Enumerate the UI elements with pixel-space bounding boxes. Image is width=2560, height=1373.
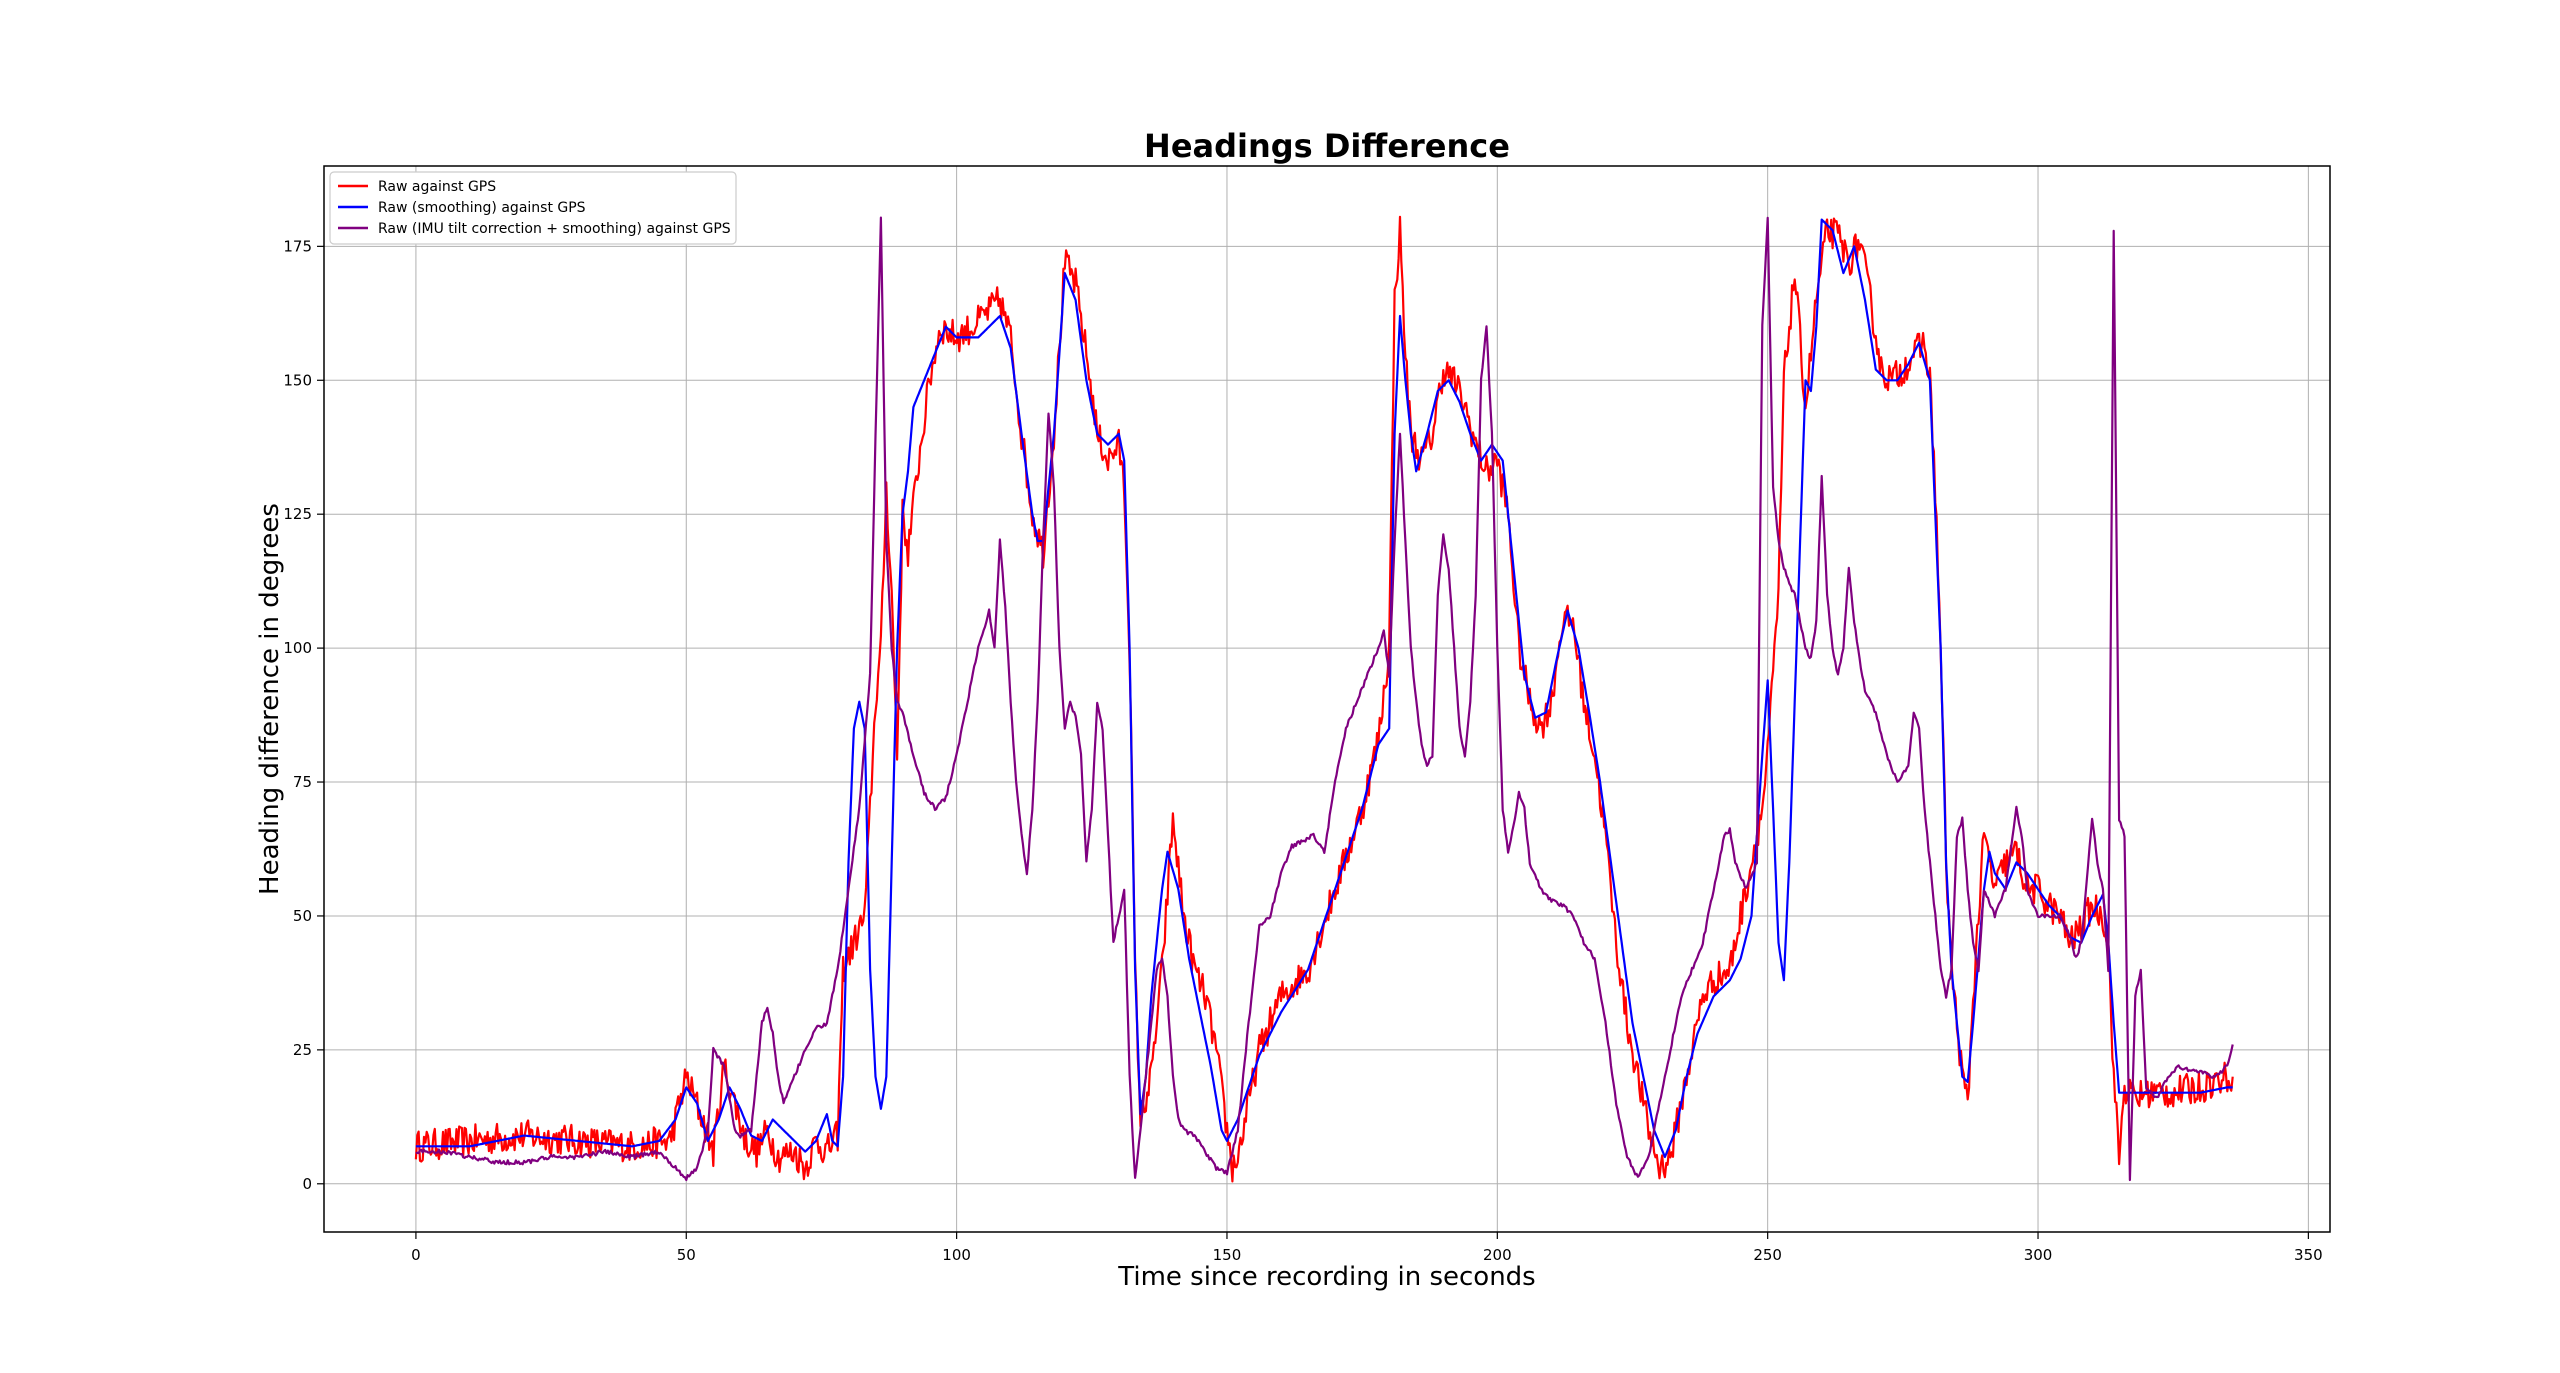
x-axis-label: Time since recording in seconds [1117,1262,1535,1292]
y-tick-label: 75 [293,773,312,791]
series-line-2 [415,218,2233,1159]
x-tick-label: 0 [411,1246,421,1264]
x-tick-label: 300 [2024,1246,2053,1264]
y-tick-label: 100 [283,639,312,657]
legend-label: Raw (IMU tilt correction + smoothing) ag… [378,221,731,237]
x-tick-label: 50 [677,1246,696,1264]
chart-title: Headings Difference [1144,127,1510,165]
y-tick-label: 0 [302,1175,312,1193]
x-tick-label: 150 [1213,1246,1242,1264]
x-tick-label: 250 [1753,1246,1782,1264]
series-lines [414,215,2234,1183]
axis-ticks: 0 50 100 150 200 250 300 350 0 25 50 75 100 125 150 175 [283,237,2322,1264]
legend: Raw against GPS Raw (smoothing) against G… [329,171,737,245]
grid-lines [324,166,2330,1232]
plot-frame [323,165,2331,1233]
legend-label: Raw (smoothing) against GPS [378,200,586,216]
y-axis-label: Heading difference in degrees [255,503,285,895]
y-tick-label: 50 [293,907,312,925]
y-tick-label: 25 [293,1041,312,1059]
x-tick-label: 200 [1483,1246,1512,1264]
legend-box [329,171,737,245]
y-tick-label: 175 [283,237,312,255]
legend-label: Raw against GPS [378,179,496,195]
y-tick-label: 150 [283,371,312,389]
y-tick-label: 125 [283,505,312,523]
series-line-3 [415,216,2234,1182]
x-tick-label: 350 [2294,1246,2323,1264]
series-line-1 [414,215,2234,1183]
x-tick-label: 100 [942,1246,971,1264]
